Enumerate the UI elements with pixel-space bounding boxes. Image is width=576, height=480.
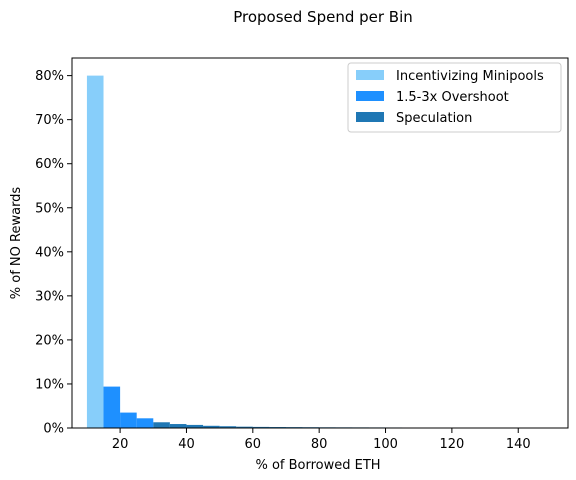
bar-series-2-bin-0 xyxy=(153,422,170,428)
x-tick-label-1: 40 xyxy=(178,437,195,452)
y-axis: 0% 10% 20% 30% 40% 50% 60% 70% 80% xyxy=(35,69,72,437)
y-tick-label-7: 70% xyxy=(35,113,64,128)
x-tick-label-4: 100 xyxy=(373,437,398,452)
bar-series-0-bin-0 xyxy=(86,75,104,428)
bar-series-2-bin-2 xyxy=(186,424,204,428)
y-tick-label-6: 60% xyxy=(35,157,64,172)
y-tick-label-1: 10% xyxy=(35,377,64,392)
bar-series-2-bin-3 xyxy=(203,425,220,428)
legend-swatch-1 xyxy=(356,91,384,101)
x-axis: 20 40 60 80 100 120 140 xyxy=(112,428,531,452)
y-tick-label-8: 80% xyxy=(35,69,64,84)
bar-series-1-bin-2 xyxy=(136,418,154,428)
legend-label-2: Speculation xyxy=(396,111,472,126)
plot-frame xyxy=(71,57,569,429)
y-tick-label-0: 0% xyxy=(43,422,64,437)
x-tick-label-0: 20 xyxy=(112,437,129,452)
bar-series-2-bin-4 xyxy=(219,426,237,428)
legend: Incentivizing Minipools 1.5-3x Overshoot S… xyxy=(347,62,562,133)
x-tick-label-5: 120 xyxy=(439,437,464,452)
bar-series-2-bin-1 xyxy=(169,424,187,428)
bar-series-2-bin-5 xyxy=(236,426,253,428)
legend-label-1: 1.5-3x Overshoot xyxy=(396,90,509,105)
y-tick-label-3: 30% xyxy=(35,289,64,304)
y-tick-label-2: 20% xyxy=(35,333,64,348)
legend-box xyxy=(347,62,562,133)
legend-swatch-0 xyxy=(356,70,384,80)
x-tick-label-2: 60 xyxy=(245,437,262,452)
x-axis-label: % of Borrowed ETH xyxy=(255,458,380,473)
legend-swatch-2 xyxy=(356,112,384,122)
chart-title: Proposed Spend per Bin xyxy=(233,8,413,26)
bar-series-1-bin-0 xyxy=(103,386,121,428)
y-tick-label-4: 40% xyxy=(35,245,64,260)
y-tick-label-5: 50% xyxy=(35,201,64,216)
y-axis-label: % of NO Rewards xyxy=(9,187,24,300)
x-tick-label-3: 80 xyxy=(311,437,328,452)
legend-label-0: Incentivizing Minipools xyxy=(396,69,544,84)
bar-series-2-bin-6 xyxy=(252,426,270,428)
bar-series-1-bin-1 xyxy=(120,412,137,428)
x-tick-label-6: 140 xyxy=(506,437,531,452)
